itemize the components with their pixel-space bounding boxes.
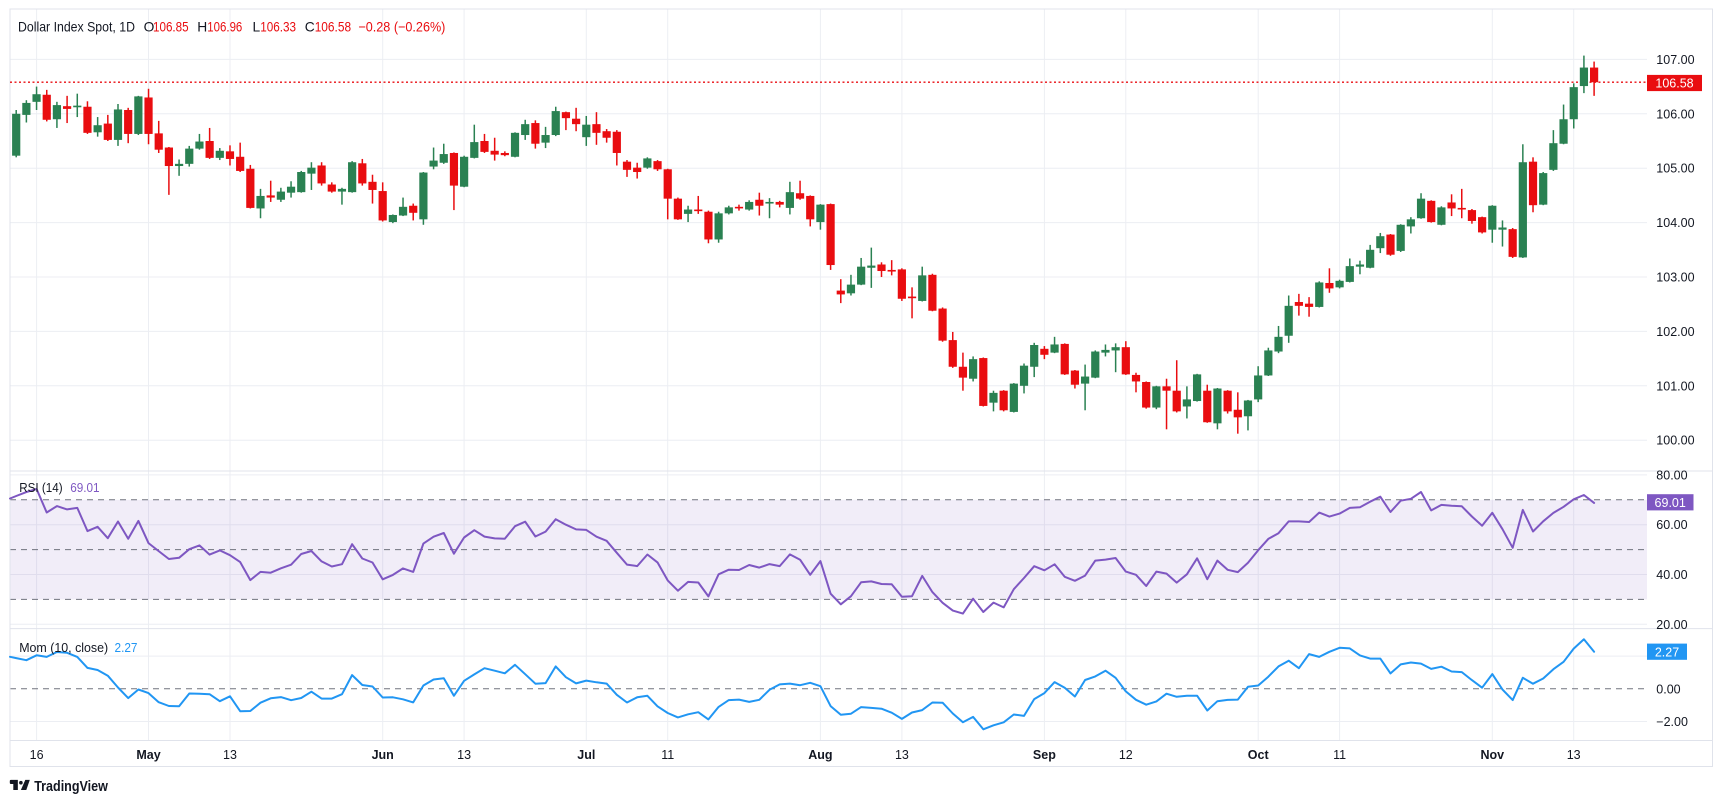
svg-text:69.01: 69.01 [1655, 496, 1686, 510]
svg-text:80.00: 80.00 [1656, 468, 1687, 482]
svg-text:Jun: Jun [372, 748, 394, 762]
svg-text:RSI (14): RSI (14) [19, 480, 62, 495]
svg-text:100.00: 100.00 [1656, 434, 1694, 448]
svg-text:104.00: 104.00 [1656, 216, 1694, 230]
svg-text:13: 13 [1567, 748, 1581, 762]
svg-text:May: May [136, 748, 160, 762]
svg-text:106.58: 106.58 [1655, 77, 1693, 91]
svg-text:L: L [253, 19, 261, 34]
svg-text:2.27: 2.27 [1655, 645, 1679, 659]
svg-text:69.01: 69.01 [70, 480, 99, 495]
svg-text:Aug: Aug [808, 748, 832, 762]
svg-text:0.00: 0.00 [1656, 682, 1680, 696]
svg-text:−2.00: −2.00 [1656, 715, 1688, 729]
svg-text:60.00: 60.00 [1656, 518, 1687, 532]
svg-text:11: 11 [1333, 748, 1346, 762]
svg-text:Sep: Sep [1033, 748, 1056, 762]
svg-text:102.00: 102.00 [1656, 325, 1694, 339]
svg-text:106.96: 106.96 [207, 19, 242, 34]
svg-text:13: 13 [895, 748, 909, 762]
svg-text:106.58: 106.58 [315, 19, 352, 34]
svg-text:40.00: 40.00 [1656, 568, 1687, 582]
svg-text:16: 16 [30, 748, 44, 762]
svg-text:H: H [197, 19, 207, 34]
svg-text:106.00: 106.00 [1656, 107, 1694, 121]
svg-text:106.85: 106.85 [153, 19, 189, 34]
svg-text:Oct: Oct [1248, 748, 1270, 762]
svg-text:C: C [305, 19, 315, 34]
svg-text:2.27: 2.27 [115, 640, 138, 655]
svg-text:12: 12 [1119, 748, 1133, 762]
svg-text:13: 13 [457, 748, 471, 762]
svg-text:101.00: 101.00 [1656, 379, 1694, 393]
svg-text:Mom (10, close): Mom (10, close) [19, 640, 108, 655]
svg-text:O: O [144, 19, 155, 34]
svg-text:105.00: 105.00 [1656, 162, 1694, 176]
svg-text:Jul: Jul [577, 748, 595, 762]
svg-text:103.00: 103.00 [1656, 271, 1694, 285]
svg-text:11: 11 [661, 748, 674, 762]
svg-text:20.00: 20.00 [1656, 618, 1687, 632]
svg-text:TradingView: TradingView [34, 778, 108, 795]
svg-text:−0.28 (−0.26%): −0.28 (−0.26%) [358, 19, 445, 34]
svg-text:Nov: Nov [1480, 748, 1504, 762]
svg-text:13: 13 [223, 748, 237, 762]
svg-text:107.00: 107.00 [1656, 53, 1694, 67]
svg-text:Dollar Index Spot, 1D: Dollar Index Spot, 1D [18, 19, 135, 34]
svg-text:106.33: 106.33 [260, 19, 296, 34]
